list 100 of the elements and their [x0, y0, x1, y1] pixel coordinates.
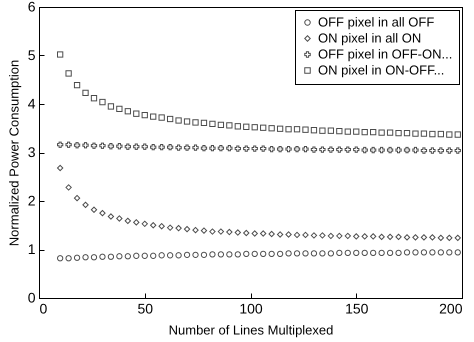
point [150, 252, 156, 259]
y-tick-label: 1 [28, 241, 36, 257]
point [344, 146, 351, 153]
point [226, 144, 232, 152]
point [370, 250, 376, 256]
point [57, 255, 64, 262]
point [209, 228, 216, 235]
point [344, 128, 351, 135]
point [252, 230, 258, 237]
y-axis-title: Normalized Power Consumption [6, 60, 22, 246]
point [386, 250, 394, 256]
point [420, 234, 428, 241]
point [268, 250, 275, 258]
point [82, 142, 89, 148]
point [378, 234, 385, 240]
point [404, 249, 410, 256]
point [319, 232, 326, 239]
y-tick-label: 4 [28, 96, 36, 112]
point [65, 255, 72, 262]
point [446, 147, 452, 154]
point [260, 145, 266, 152]
point [142, 252, 148, 259]
point [386, 146, 394, 154]
point [429, 249, 436, 256]
point [166, 252, 174, 258]
point [243, 124, 250, 130]
point [362, 128, 368, 136]
point [404, 130, 410, 136]
point [378, 129, 385, 136]
point [276, 126, 284, 132]
point [378, 146, 385, 154]
point [243, 230, 250, 236]
point [370, 146, 376, 154]
point [319, 250, 326, 257]
point [353, 128, 360, 135]
point [420, 147, 428, 154]
point [260, 124, 266, 131]
point [65, 142, 72, 148]
point [276, 231, 284, 238]
point [124, 144, 131, 150]
point [344, 250, 351, 256]
point [328, 232, 334, 240]
point [285, 146, 292, 152]
point [420, 130, 428, 137]
point [184, 118, 190, 125]
point [336, 232, 342, 240]
point [158, 114, 165, 121]
point [404, 146, 410, 154]
point [99, 210, 106, 216]
legend-label: OFF pixel in OFF-ON... [318, 46, 452, 62]
point [294, 232, 300, 238]
point [175, 117, 182, 124]
point [234, 145, 241, 152]
point [294, 146, 300, 152]
point [192, 144, 199, 151]
point [395, 250, 402, 256]
point [429, 234, 436, 241]
point [133, 252, 140, 259]
point [362, 146, 368, 154]
point [412, 234, 419, 241]
point [90, 142, 98, 149]
point [158, 144, 165, 150]
point [192, 119, 199, 126]
point [429, 130, 436, 138]
point [268, 146, 275, 152]
point [57, 164, 64, 172]
point [268, 125, 275, 132]
point [99, 142, 106, 149]
point [108, 103, 114, 110]
point [412, 249, 419, 256]
point [90, 206, 98, 213]
point [209, 120, 216, 128]
point [328, 146, 334, 153]
point [200, 144, 208, 152]
point [192, 226, 199, 234]
point [454, 249, 461, 256]
point [200, 252, 208, 258]
point [150, 144, 156, 150]
point [353, 233, 360, 240]
point [166, 116, 174, 122]
point [446, 131, 452, 138]
point [175, 225, 182, 232]
point [184, 144, 190, 151]
point [285, 250, 292, 257]
point [243, 145, 250, 152]
point [65, 70, 72, 77]
point [65, 184, 72, 191]
point [328, 250, 334, 257]
y-tick-label: 6 [28, 0, 36, 14]
y-tick-label: 2 [28, 192, 36, 208]
point [319, 146, 326, 153]
point [285, 126, 292, 132]
point [310, 146, 318, 153]
point [404, 234, 410, 241]
point [116, 253, 123, 260]
point [336, 146, 342, 153]
point [429, 147, 436, 154]
point [218, 228, 224, 235]
point [362, 233, 368, 240]
point [150, 222, 156, 228]
